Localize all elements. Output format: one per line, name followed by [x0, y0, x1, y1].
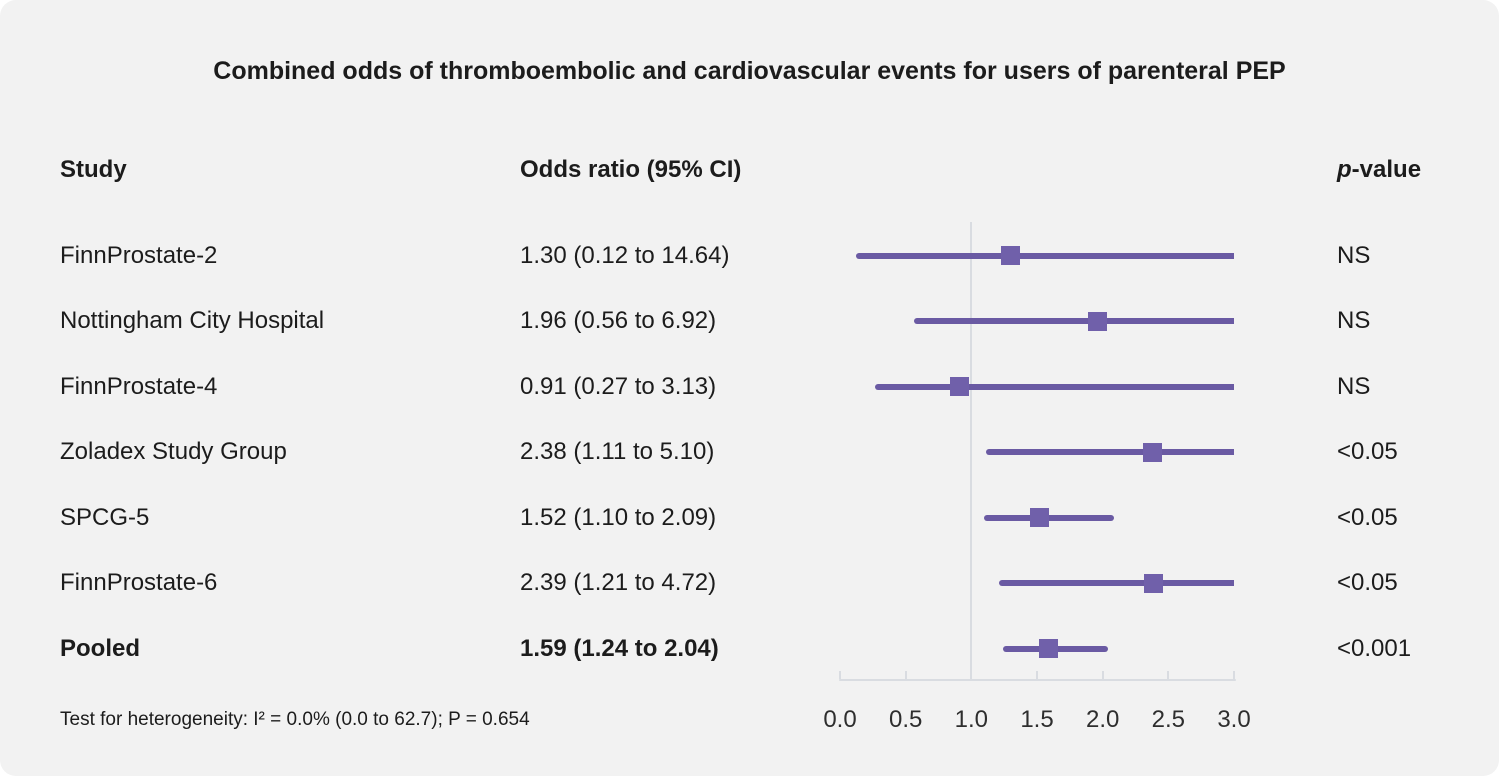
x-axis-line [839, 679, 1236, 681]
p-value: NS [1337, 241, 1371, 269]
point-estimate-marker [950, 377, 969, 396]
column-header-p-value: p-value [1337, 155, 1421, 185]
study-label: Nottingham City Hospital [60, 307, 325, 334]
point-estimate-marker [1143, 442, 1163, 462]
p-value-header-italic-p: p [1337, 156, 1352, 183]
point-estimate-marker [1030, 508, 1050, 527]
ci-line [998, 580, 1234, 586]
ci-line [875, 383, 1234, 390]
p-value: <0.05 [1337, 569, 1398, 596]
p-value: <0.05 [1337, 438, 1398, 465]
ci-line [855, 252, 1234, 259]
study-label: SPCG-5 [60, 503, 150, 531]
reference-line-or-1 [970, 222, 973, 680]
p-value-header-rest: -value [1351, 156, 1422, 183]
odds-ratio-value: 1.59 (1.24 to 2.04) [520, 634, 719, 662]
odds-ratio-value: 2.38 (1.11 to 5.10) [520, 438, 715, 465]
study-label: Zoladex Study Group [60, 438, 287, 465]
odds-ratio-value: 1.96 (0.56 to 6.92) [520, 307, 717, 334]
point-estimate-marker [1087, 311, 1107, 331]
x-axis-tick [839, 671, 841, 679]
odds-ratio-value: 2.39 (1.21 to 4.72) [520, 569, 717, 596]
x-axis-tick-label: 2.0 [1085, 706, 1120, 733]
odds-ratio-value: 0.91 (0.27 to 3.13) [520, 372, 717, 400]
x-axis-tick-label: 0.5 [888, 706, 923, 733]
study-label: FinnProstate-4 [60, 372, 218, 400]
p-value: NS [1337, 307, 1371, 334]
study-label: FinnProstate-2 [60, 241, 218, 269]
x-axis-tick [1233, 671, 1235, 679]
x-axis-tick-label: 2.5 [1151, 706, 1186, 733]
x-axis-tick [904, 671, 907, 679]
point-estimate-marker [1144, 573, 1164, 593]
ci-line [985, 449, 1234, 455]
x-axis-tick [970, 671, 973, 679]
p-value: <0.05 [1337, 503, 1398, 531]
study-label: Pooled [60, 634, 141, 662]
chart-title: Combined odds of thromboembolic and card… [213, 57, 1286, 85]
p-value: <0.001 [1337, 634, 1412, 662]
ci-line [984, 514, 1115, 521]
column-header-odds-ratio: Odds ratio (95% CI) [520, 156, 742, 183]
x-axis-tick-label: 1.5 [1020, 706, 1054, 733]
x-axis-tick-label: 1.0 [954, 706, 989, 733]
x-axis-tick-label: 3.0 [1217, 706, 1251, 733]
study-label: FinnProstate-6 [60, 569, 218, 596]
point-estimate-marker [1039, 639, 1059, 658]
odds-ratio-value: 1.52 (1.10 to 2.09) [520, 503, 717, 531]
x-axis-tick [1101, 671, 1104, 679]
column-header-study: Study [60, 156, 127, 183]
p-value: NS [1337, 372, 1371, 400]
odds-ratio-value: 1.30 (0.12 to 14.64) [520, 241, 730, 269]
x-axis-tick [1167, 671, 1170, 679]
heterogeneity-note: Test for heterogeneity: I² = 0.0% (0.0 t… [60, 709, 530, 730]
point-estimate-marker [1001, 246, 1021, 265]
x-axis-tick-label: 0.0 [823, 706, 857, 733]
x-axis-tick [1036, 671, 1038, 679]
ci-line [913, 318, 1234, 324]
